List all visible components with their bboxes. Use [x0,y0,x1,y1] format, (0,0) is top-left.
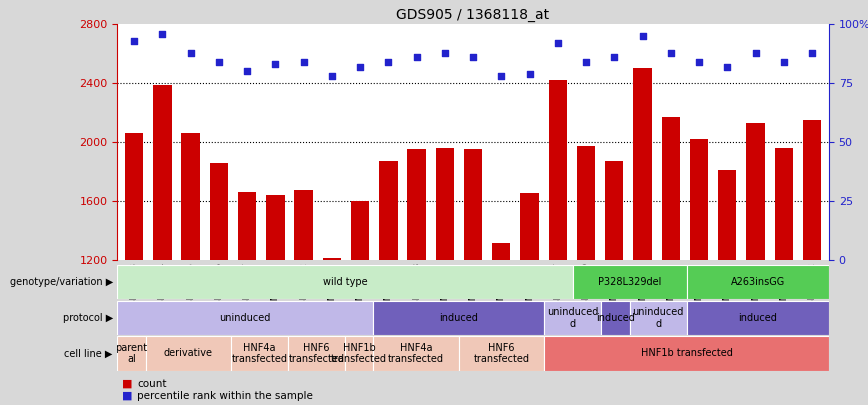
Bar [718,170,736,260]
Bar [373,301,544,335]
Point [155,30,169,37]
Text: wild type: wild type [323,277,367,287]
Point [748,49,762,56]
Bar [573,265,687,299]
Bar [125,133,143,260]
Bar [803,120,821,260]
Point [325,73,339,79]
Point [692,59,706,65]
Point [495,73,509,79]
Bar [117,265,573,299]
Bar [294,190,312,260]
Bar [544,301,602,335]
Bar [746,123,765,260]
Bar [605,161,623,260]
Bar [231,336,288,371]
Bar [687,265,829,299]
Text: uninduced
d: uninduced d [547,307,598,328]
Bar [549,80,567,260]
Bar [577,146,595,260]
Text: derivative: derivative [164,348,213,358]
Bar [687,301,829,335]
Text: uninduced: uninduced [220,313,271,323]
Bar [146,336,231,371]
Text: ■: ■ [122,391,132,401]
Bar [436,148,454,260]
Bar [373,336,459,371]
Point [353,64,367,70]
Point [297,59,311,65]
Point [212,59,226,65]
Point [184,49,198,56]
Point [240,68,254,75]
Point [410,54,424,60]
Bar [661,117,680,260]
Text: induced: induced [596,313,635,323]
Bar [266,195,285,260]
Point [720,64,734,70]
Bar [407,149,425,260]
Point [466,54,480,60]
Text: HNF4a
transfected: HNF4a transfected [388,343,444,364]
Point [579,59,593,65]
Bar [634,68,652,260]
Text: induced: induced [439,313,478,323]
Bar [492,243,510,260]
Bar [774,148,793,260]
Bar [153,85,172,260]
Point [437,49,451,56]
Bar [602,301,629,335]
Point [128,38,141,44]
Text: parent
al: parent al [115,343,148,364]
Text: protocol ▶: protocol ▶ [62,313,113,323]
Point [805,49,819,56]
Bar [181,133,200,260]
Text: HNF1b
transfected: HNF1b transfected [332,343,387,364]
Text: induced: induced [739,313,777,323]
Bar [238,192,256,260]
Text: P328L329del: P328L329del [598,277,661,287]
Bar [117,301,373,335]
Text: HNF6
transfected: HNF6 transfected [474,343,529,364]
Point [268,61,282,68]
Point [523,70,536,77]
Point [608,54,621,60]
Point [777,59,791,65]
Bar [210,162,228,260]
Text: HNF6
transfected: HNF6 transfected [288,343,345,364]
Text: ■: ■ [122,379,132,389]
Bar [379,161,398,260]
Bar [117,336,146,371]
Bar [629,301,687,335]
Bar [323,258,341,260]
Point [635,33,649,39]
Text: HNF1b transfected: HNF1b transfected [641,348,733,358]
Text: uninduced
d: uninduced d [633,307,684,328]
Bar [459,336,544,371]
Point [551,40,565,46]
Text: cell line ▶: cell line ▶ [64,348,113,358]
Point [664,49,678,56]
Bar [288,336,345,371]
Bar [544,336,829,371]
Text: genotype/variation ▶: genotype/variation ▶ [10,277,113,287]
Text: count: count [137,379,167,389]
Bar [345,336,373,371]
Title: GDS905 / 1368118_at: GDS905 / 1368118_at [397,8,549,22]
Bar [690,139,708,260]
Text: percentile rank within the sample: percentile rank within the sample [137,391,313,401]
Bar [351,201,369,260]
Bar [521,194,539,260]
Bar [464,149,483,260]
Text: A263insGG: A263insGG [731,277,785,287]
Text: HNF4a
transfected: HNF4a transfected [232,343,287,364]
Point [381,59,395,65]
